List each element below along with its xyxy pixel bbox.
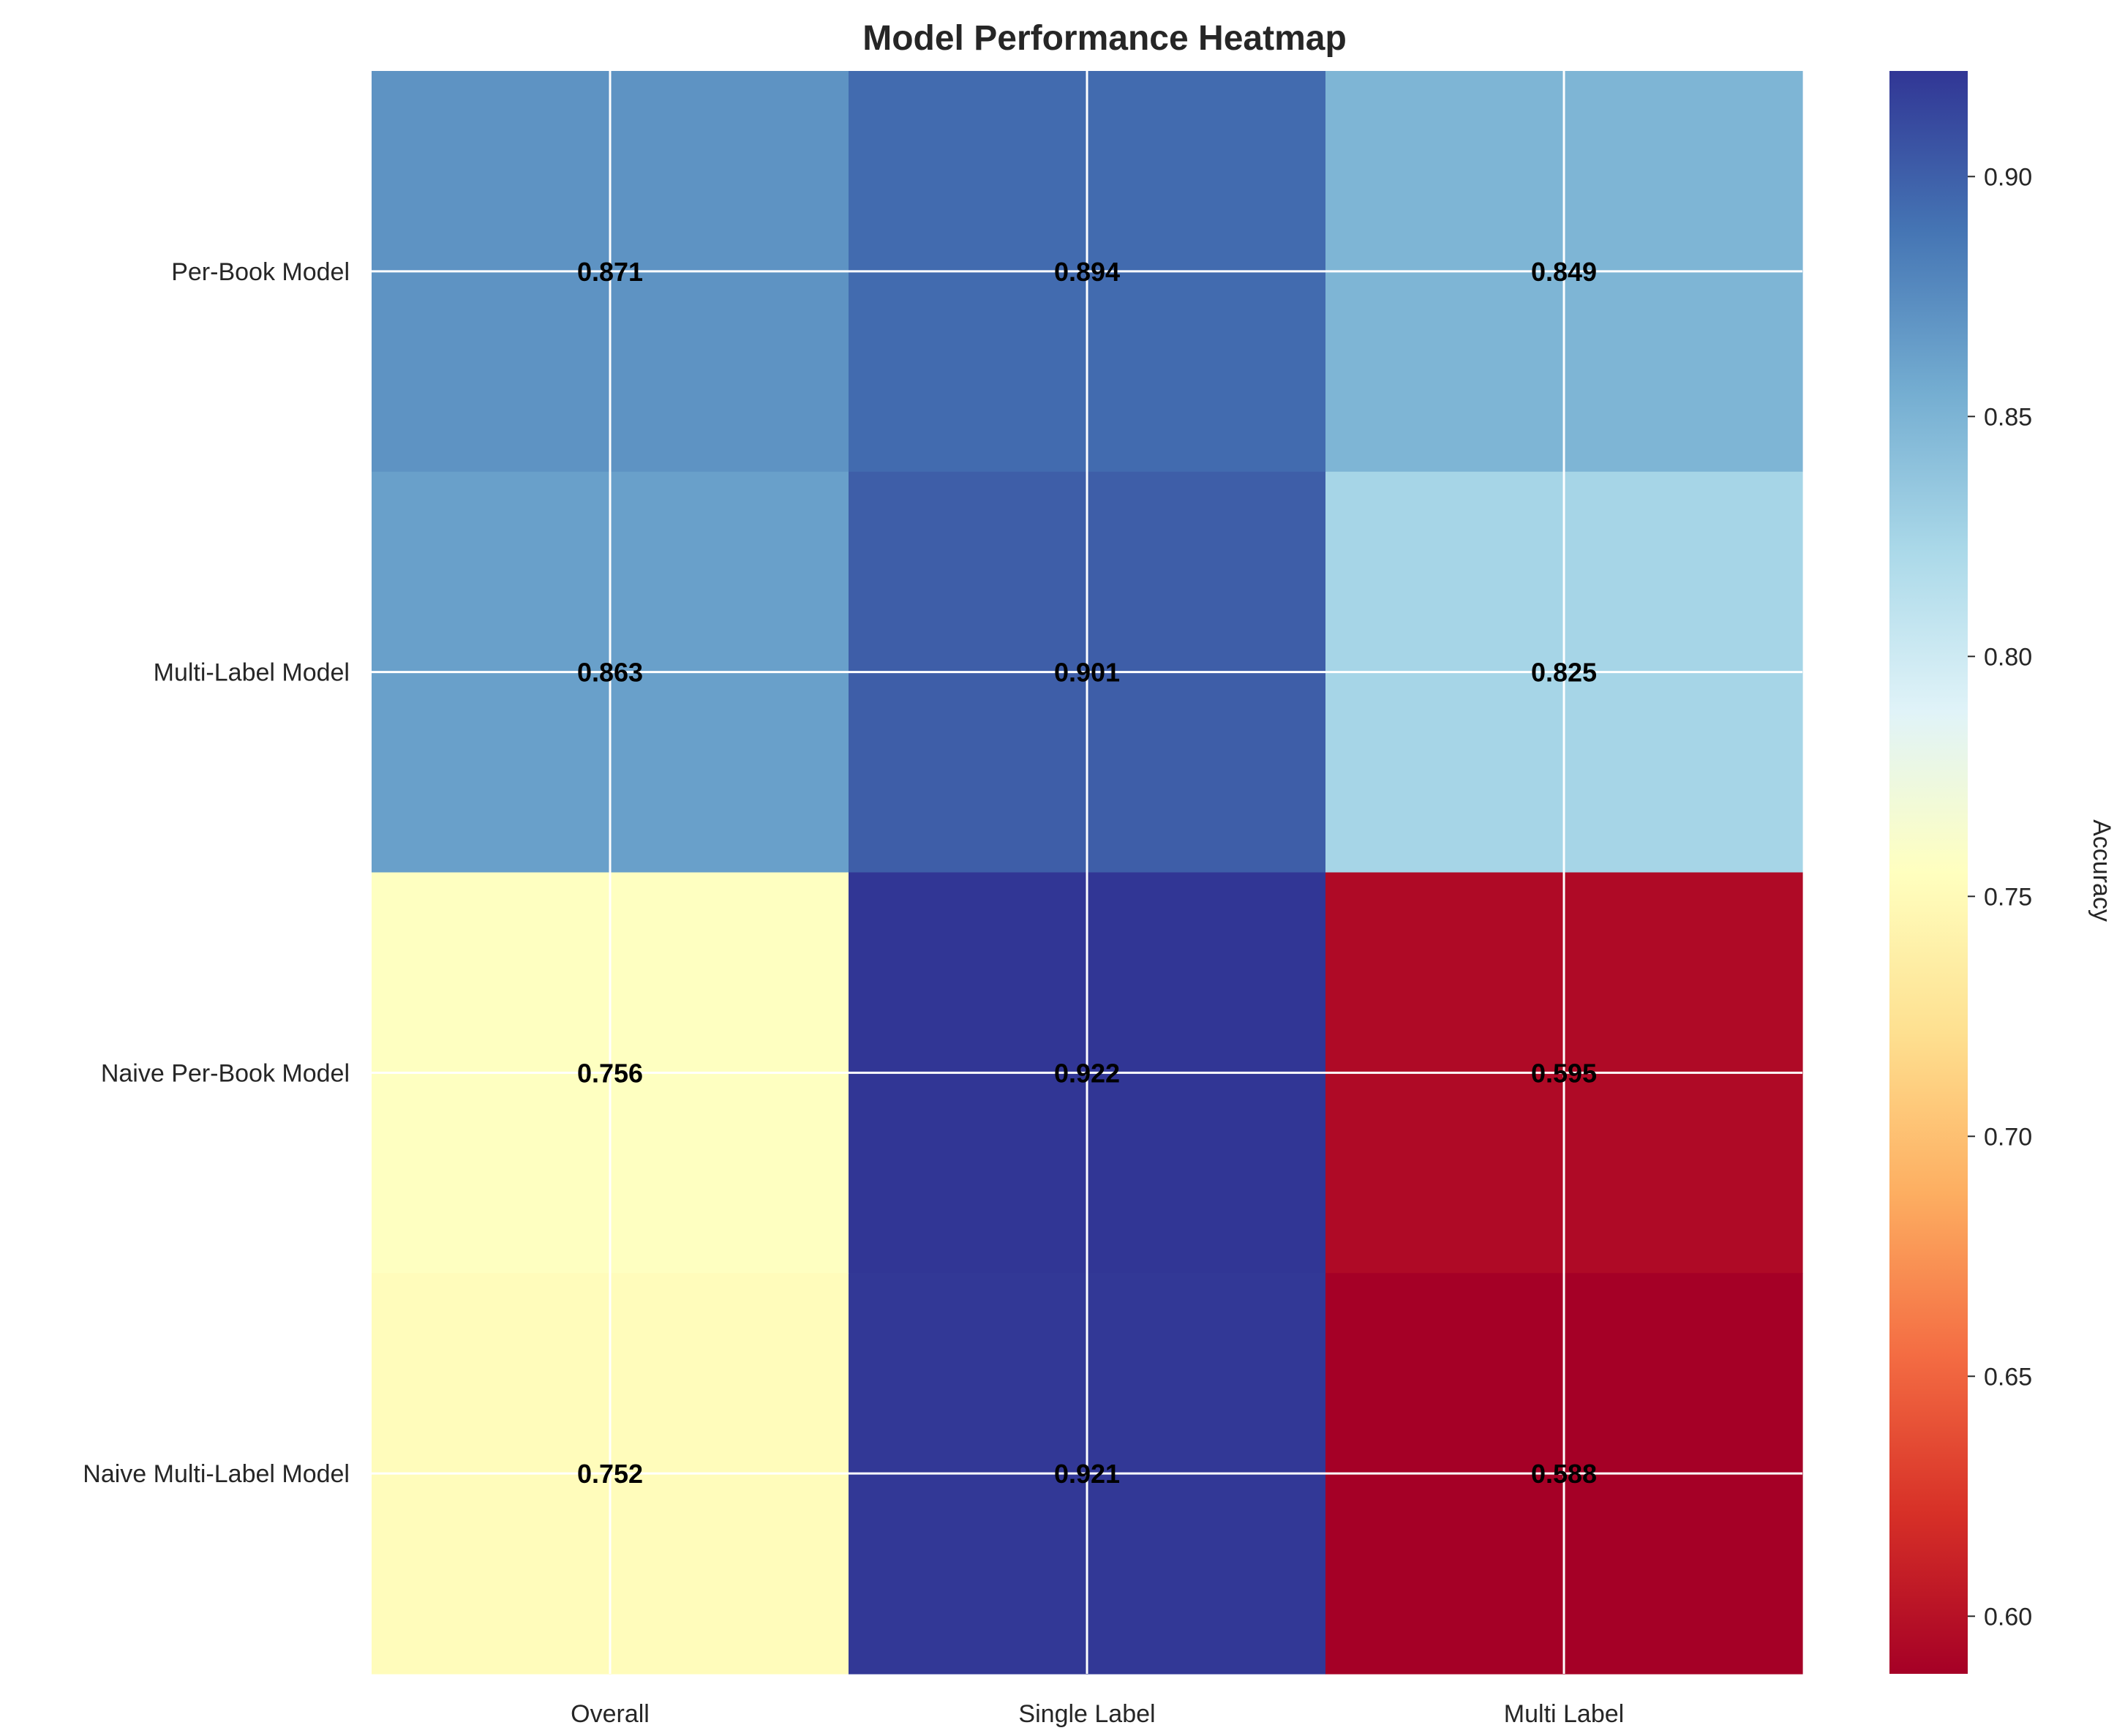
colorbar-tick-label: 0.85 bbox=[1984, 403, 2032, 431]
colorbar-tick-label: 0.65 bbox=[1984, 1363, 2032, 1391]
cell-value-label: 0.863 bbox=[577, 658, 643, 688]
column-tick-label: Multi Label bbox=[1504, 1700, 1624, 1728]
row-tick-labels: Per-Book Model Multi-Label Model Naive Per… bbox=[83, 258, 350, 1488]
column-tick-label: Single Label bbox=[1018, 1700, 1155, 1728]
cell-value-label: 0.588 bbox=[1531, 1459, 1597, 1489]
colorbar-tick-label: 0.70 bbox=[1984, 1123, 2032, 1151]
row-tick-label: Naive Multi-Label Model bbox=[83, 1460, 350, 1488]
chart-title: Model Performance Heatmap bbox=[862, 19, 1347, 58]
cell-value-label: 0.871 bbox=[577, 257, 643, 287]
cell-value-label: 0.922 bbox=[1054, 1058, 1120, 1088]
cell-value-label: 0.752 bbox=[577, 1459, 643, 1489]
cell-value-label: 0.756 bbox=[577, 1058, 643, 1088]
row-tick-label: Multi-Label Model bbox=[154, 659, 350, 687]
gridlines bbox=[372, 71, 1802, 1674]
colorbar: 0.60 0.65 0.70 0.75 0.80 0.85 0.90 bbox=[1889, 71, 2032, 1674]
cell-value-labels: 0.871 0.894 0.849 0.863 0.901 0.825 0.756 0.922… bbox=[577, 257, 1597, 1489]
column-tick-labels: Overall Single Label Multi Label bbox=[571, 1700, 1624, 1728]
colorbar-tick-label: 0.60 bbox=[1984, 1603, 2032, 1631]
cell-value-label: 0.849 bbox=[1531, 257, 1597, 287]
cell-value-label: 0.825 bbox=[1531, 658, 1597, 688]
cell-value-label: 0.921 bbox=[1054, 1459, 1120, 1489]
row-tick-label: Per-Book Model bbox=[171, 258, 350, 286]
colorbar-tick-label: 0.80 bbox=[1984, 643, 2032, 671]
column-tick-label: Overall bbox=[571, 1700, 650, 1728]
colorbar-tick-label: 0.75 bbox=[1984, 883, 2032, 911]
cell-value-label: 0.901 bbox=[1054, 658, 1120, 688]
colorbar-tick-label: 0.90 bbox=[1984, 163, 2032, 191]
colorbar-label: Accuracy bbox=[2088, 819, 2115, 922]
cell-value-label: 0.595 bbox=[1531, 1058, 1597, 1088]
row-tick-label: Naive Per-Book Model bbox=[101, 1059, 350, 1087]
colorbar-gradient bbox=[1889, 71, 1968, 1674]
cell-value-label: 0.894 bbox=[1054, 257, 1120, 287]
